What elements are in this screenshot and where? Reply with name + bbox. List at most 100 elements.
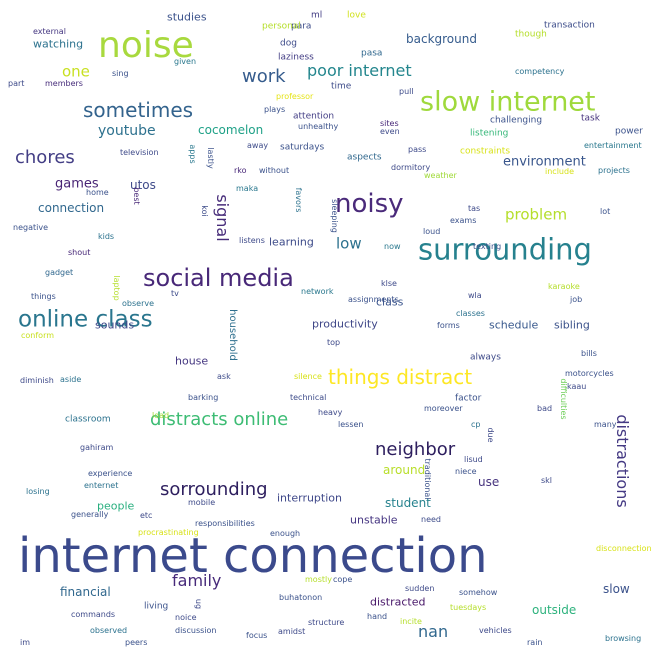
word: dormitory xyxy=(391,163,431,172)
word: many xyxy=(594,420,617,429)
word: exams xyxy=(450,216,477,225)
word: use xyxy=(478,475,500,489)
word: include xyxy=(545,167,574,176)
word: factor xyxy=(455,393,482,404)
word: commands xyxy=(71,610,116,619)
word: laziness xyxy=(278,52,314,63)
word: task xyxy=(581,113,600,124)
word: learning xyxy=(269,235,314,249)
word: kids xyxy=(98,232,115,241)
word: professor xyxy=(276,92,314,101)
word: favors xyxy=(294,187,303,213)
word: away xyxy=(247,141,269,150)
word: aspects xyxy=(347,152,382,163)
word: difficulties xyxy=(559,378,568,420)
word: losing xyxy=(26,487,50,496)
word: enough xyxy=(270,529,301,538)
word: sometimes xyxy=(83,98,194,122)
word: pasa xyxy=(361,48,383,59)
word: things xyxy=(31,292,56,301)
word: bills xyxy=(581,349,597,358)
word: ml xyxy=(311,10,323,21)
word: unstable xyxy=(350,513,398,527)
word: environment xyxy=(503,154,586,170)
word: low xyxy=(336,234,362,253)
word: saturdays xyxy=(280,142,325,153)
word: incite xyxy=(400,617,422,626)
word: one xyxy=(62,62,90,81)
word: network xyxy=(301,287,334,296)
word: around xyxy=(383,463,426,477)
word: interruption xyxy=(277,491,342,505)
word: household xyxy=(227,309,238,361)
word: diminish xyxy=(20,376,54,385)
word: motorcycles xyxy=(565,369,614,378)
word: student xyxy=(385,496,431,510)
word: top xyxy=(327,338,341,347)
word: load xyxy=(152,411,170,420)
word: rko xyxy=(234,166,247,175)
word: lessen xyxy=(338,420,364,429)
word: observe xyxy=(122,299,155,308)
word: para xyxy=(291,21,312,32)
word: unhealthy xyxy=(298,122,339,131)
word: financial xyxy=(60,585,111,599)
word: koi xyxy=(200,205,209,217)
word: bad xyxy=(537,404,553,413)
word: distracted xyxy=(370,595,426,609)
word: silence xyxy=(294,372,322,381)
word: responsibilities xyxy=(195,519,255,528)
word: cope xyxy=(333,575,353,584)
word: somehow xyxy=(459,588,498,597)
word: wla xyxy=(468,291,482,300)
word: best xyxy=(132,187,141,205)
word: classes xyxy=(456,309,485,318)
word: nan xyxy=(418,622,449,641)
word: classroom xyxy=(65,414,111,425)
word: house xyxy=(175,354,209,368)
word: sibling xyxy=(554,318,590,332)
word: noisy xyxy=(335,189,404,219)
word: sing xyxy=(112,69,129,78)
word: listening xyxy=(470,128,509,139)
word: buhatonon xyxy=(279,593,323,602)
word: shout xyxy=(68,248,91,257)
word: even xyxy=(380,127,400,136)
word: sites xyxy=(380,119,399,128)
word: tv xyxy=(171,289,179,298)
word: signal xyxy=(213,194,232,242)
word: amidst xyxy=(278,627,306,636)
word: mobile xyxy=(188,498,216,507)
word: power xyxy=(615,126,643,137)
word: tuesdays xyxy=(450,603,487,612)
word: work xyxy=(242,66,286,87)
word: technical xyxy=(290,393,327,402)
word: outside xyxy=(532,603,577,617)
word: sorrounding xyxy=(160,479,268,500)
word: always xyxy=(470,352,501,363)
word: conform xyxy=(21,331,55,340)
word: neighbor xyxy=(375,439,456,460)
word: generally xyxy=(71,510,109,519)
word: observed xyxy=(90,626,128,635)
word: family xyxy=(172,571,222,590)
word: external xyxy=(33,27,66,36)
word: lisud xyxy=(464,455,483,464)
word: apps xyxy=(188,144,197,164)
word: assignments xyxy=(348,295,399,304)
word: klse xyxy=(381,279,397,288)
word: gahiram xyxy=(80,443,114,452)
word: though xyxy=(515,29,547,40)
word: gadget xyxy=(45,268,74,277)
word: barking xyxy=(188,393,219,402)
word: traditional xyxy=(423,458,432,500)
word: browsing xyxy=(605,634,642,643)
word: personal xyxy=(262,21,301,32)
word: heavy xyxy=(318,408,343,417)
word: slow xyxy=(603,582,630,596)
word: focus xyxy=(246,631,268,640)
word: living xyxy=(144,601,169,612)
word: weather xyxy=(424,171,457,180)
word: hand xyxy=(367,612,388,621)
